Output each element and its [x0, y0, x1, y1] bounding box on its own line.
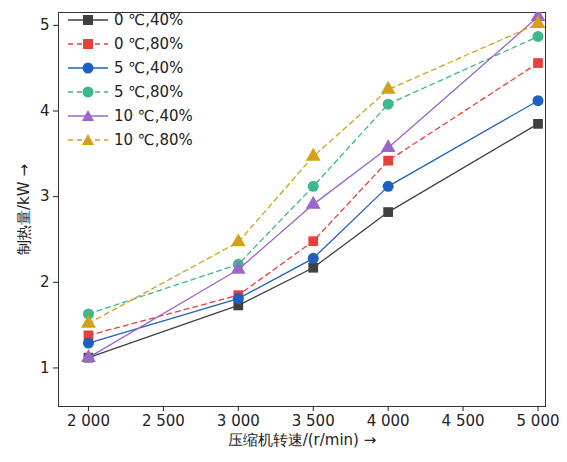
svg-text:制热量/kW →: 制热量/kW →	[15, 164, 33, 255]
svg-text:5: 5	[40, 16, 50, 34]
svg-text:3: 3	[40, 187, 50, 205]
svg-text:2 500: 2 500	[142, 412, 185, 430]
html-text:10 ℃,80%: 10 ℃,80%	[114, 131, 193, 149]
svg-text:压缩机转速/(r/min) →: 压缩机转速/(r/min) →	[228, 431, 377, 449]
svg-text:2: 2	[40, 273, 50, 291]
svg-text:4 000: 4 000	[367, 412, 410, 430]
html-text:0 ℃,80%: 0 ℃,80%	[114, 35, 184, 53]
svg-text:1: 1	[40, 359, 50, 377]
html-text:0 ℃,40%: 0 ℃,40%	[114, 11, 184, 29]
svg-text:3 000: 3 000	[217, 412, 260, 430]
svg-text:4: 4	[40, 102, 50, 120]
svg-text:2 000: 2 000	[67, 412, 110, 430]
html-text:5 ℃,80%: 5 ℃,80%	[114, 83, 184, 101]
svg-text:4 500: 4 500	[442, 412, 485, 430]
svg-text:5 000: 5 000	[517, 412, 560, 430]
html-text:5 ℃,40%: 5 ℃,40%	[114, 59, 184, 77]
svg-text:3 500: 3 500	[292, 412, 335, 430]
html-text:10 ℃,40%: 10 ℃,40%	[114, 107, 193, 125]
